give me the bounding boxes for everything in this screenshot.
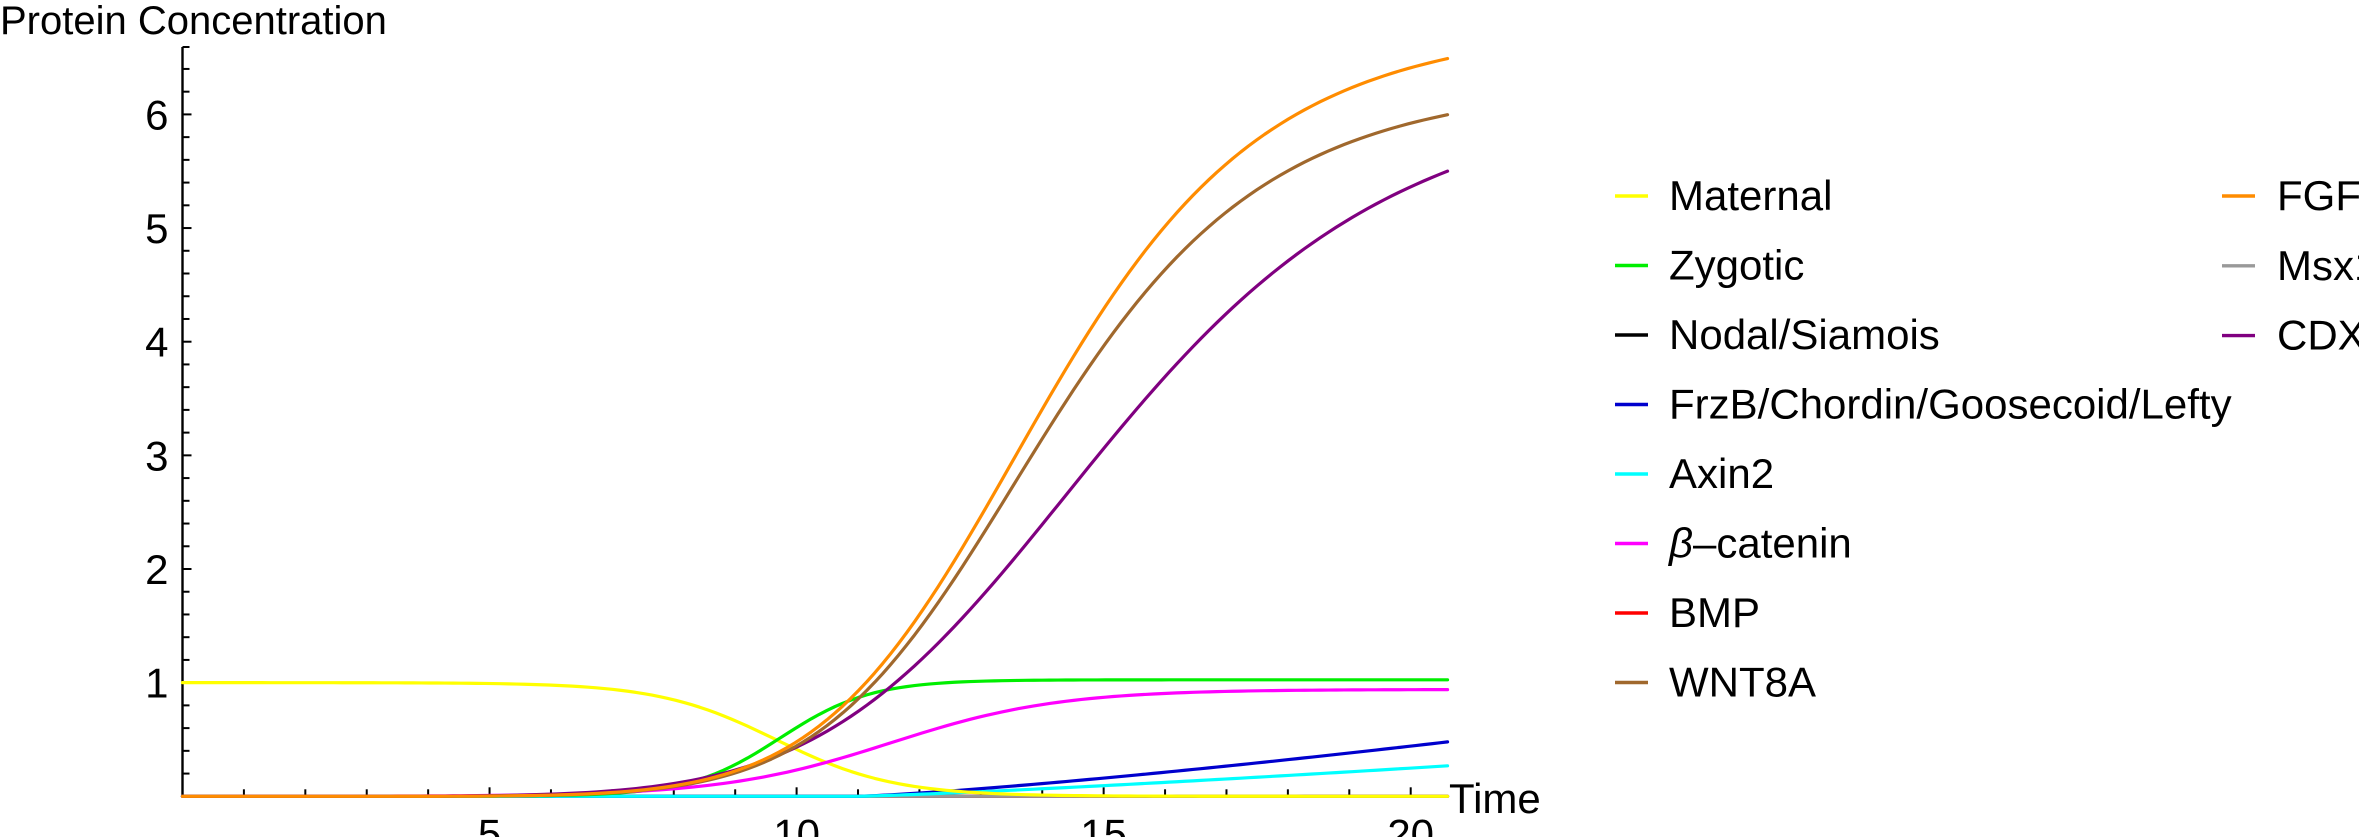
svg-text:Axin2: Axin2 — [1669, 450, 1774, 497]
svg-text:FGF: FGF — [2277, 172, 2359, 219]
svg-text:3: 3 — [145, 432, 168, 479]
svg-text:β–catenin: β–catenin — [1667, 520, 1852, 567]
svg-text:1: 1 — [145, 660, 168, 707]
svg-text:Zygotic: Zygotic — [1669, 242, 1804, 289]
svg-text:Nodal/Siamois: Nodal/Siamois — [1669, 311, 1940, 358]
svg-text:15: 15 — [1080, 810, 1127, 837]
svg-text:4: 4 — [145, 319, 168, 366]
svg-text:5: 5 — [145, 205, 168, 252]
svg-text:Msx1: Msx1 — [2277, 242, 2359, 289]
svg-text:Time: Time — [1449, 775, 1541, 822]
svg-text:CDX: CDX — [2277, 312, 2359, 359]
svg-text:5: 5 — [478, 810, 501, 837]
svg-text:BMP: BMP — [1669, 589, 1760, 636]
svg-text:20: 20 — [1387, 810, 1434, 837]
svg-text:FrzB/Chordin/Goosecoid/Lefty: FrzB/Chordin/Goosecoid/Lefty — [1669, 381, 2232, 428]
svg-text:Protein Concentration: Protein Concentration — [0, 0, 387, 43]
svg-text:WNT8A: WNT8A — [1669, 659, 1816, 706]
svg-text:10: 10 — [773, 810, 820, 837]
svg-text:Maternal: Maternal — [1669, 172, 1832, 219]
svg-text:2: 2 — [145, 546, 168, 593]
svg-text:6: 6 — [145, 91, 168, 138]
